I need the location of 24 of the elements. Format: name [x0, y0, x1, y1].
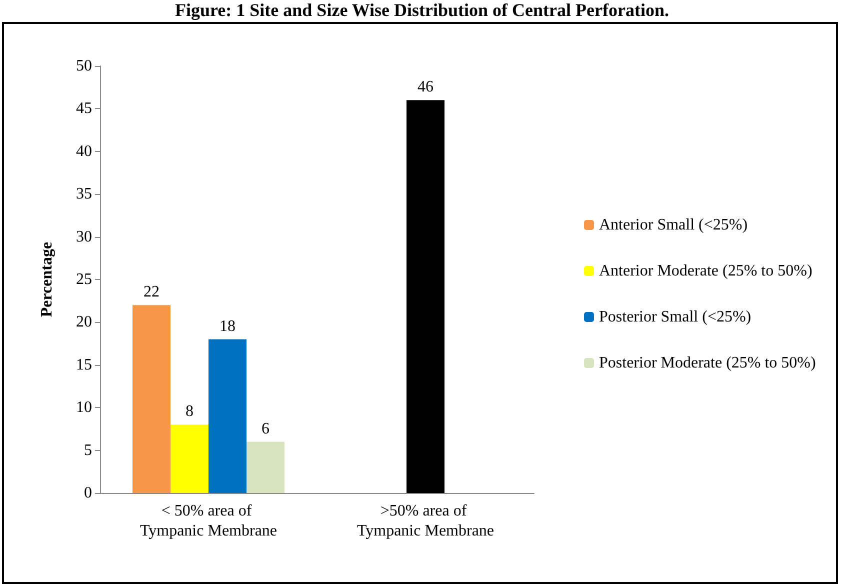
legend-label: Anterior Small (<25%) — [599, 216, 748, 234]
y-axis-title: Percentage — [38, 242, 56, 318]
y-tick-label: 50 — [76, 58, 92, 74]
y-tick-label: 30 — [76, 228, 92, 246]
data-label: 46 — [418, 78, 434, 96]
y-tick-label: 20 — [76, 314, 92, 331]
y-tick-label: 15 — [76, 356, 92, 374]
y-tick-label: 40 — [76, 142, 92, 160]
y-tick-label: 0 — [84, 484, 92, 502]
data-label: 8 — [186, 403, 194, 420]
data-label: 6 — [262, 420, 270, 438]
data-label: 22 — [144, 284, 160, 301]
legend-label: Posterior Small (<25%) — [599, 308, 752, 326]
y-tick-label: 10 — [76, 399, 92, 416]
y-tick-label: 25 — [76, 271, 92, 288]
legend-label: Posterior Moderate (25% to 50%) — [599, 354, 816, 372]
x-tick-label: < 50% area of Tympanic Membrane — [140, 502, 278, 540]
y-tick-label: 5 — [84, 442, 92, 459]
y-tick-label: 35 — [76, 186, 92, 203]
chart-title: Figure: 1 Site and Size Wise Distribution of Central Perforation. — [175, 0, 669, 20]
legend-label: Anterior Moderate (25% to 50%) — [599, 262, 812, 280]
data-label: 18 — [220, 318, 236, 335]
x-tick-label: >50% area of Tympanic Membrane — [356, 502, 494, 540]
y-tick-label: 45 — [76, 100, 92, 118]
